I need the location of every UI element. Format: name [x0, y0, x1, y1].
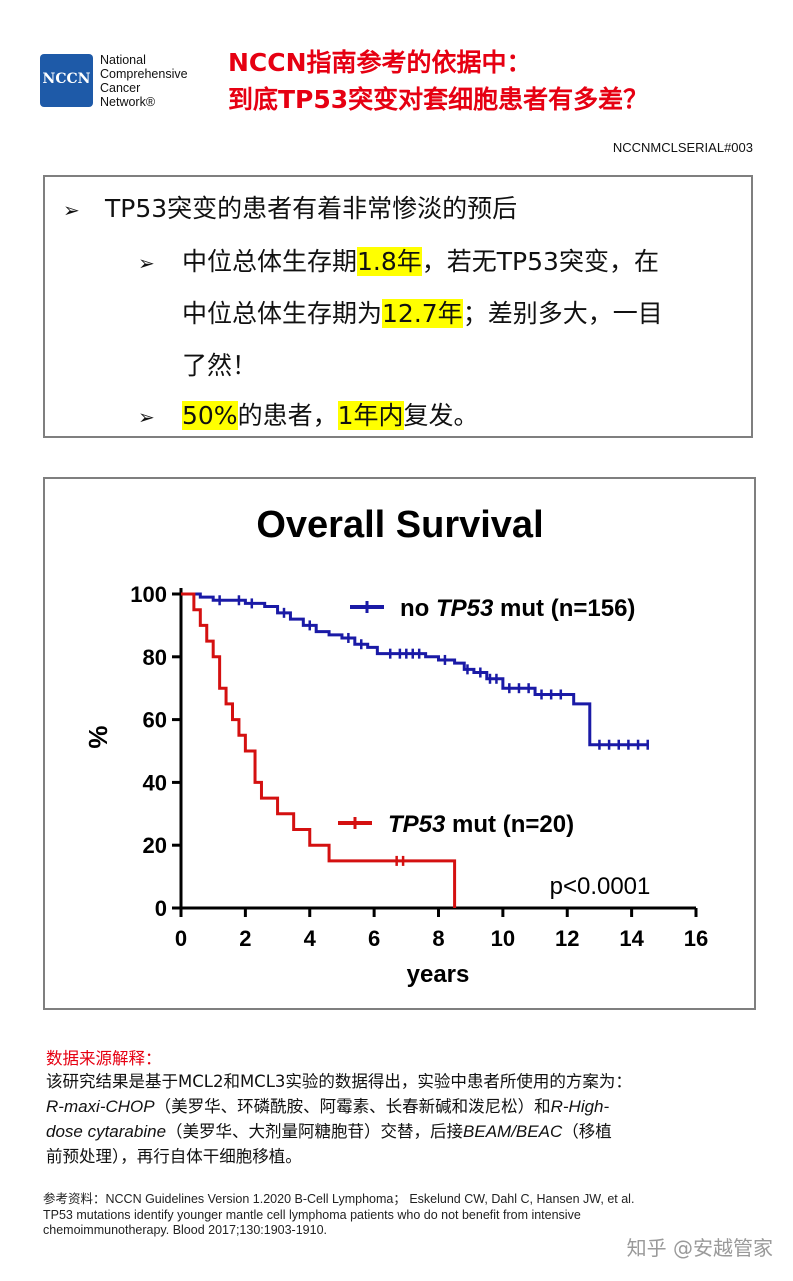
- point-3: 50%的患者，1年内复发。: [182, 401, 479, 431]
- source-line: R-maxi-CHOP（美罗华、环磷酰胺、阿霉素、长春新碱和泼尼松）和R-Hig…: [46, 1094, 766, 1119]
- logo-line: Comprehensive: [100, 67, 188, 81]
- text: 复发。: [403, 401, 479, 430]
- legend-label: no TP53 mut (n=156): [400, 595, 635, 622]
- y-tick-label: 80: [143, 645, 167, 670]
- reference-line: 参考资料：NCCN Guidelines Version 1.2020 B-Ce…: [43, 1192, 635, 1206]
- text: 中位总体生存期: [182, 247, 358, 276]
- serial-number: NCCNMCLSERIAL#003: [612, 140, 753, 155]
- x-axis-label: years: [407, 961, 470, 988]
- source-line: 前预处理），再行自体干细胞移植。: [46, 1147, 302, 1166]
- survival-curve-mut: [181, 592, 457, 908]
- point-1: TP53突变的患者有着非常惨淡的预后: [105, 194, 518, 223]
- logo-text: National Comprehensive Cancer Network®: [100, 53, 188, 109]
- x-tick-label: 16: [684, 926, 708, 951]
- nccn-logo: NCCN: [40, 54, 93, 107]
- point-2-line-2: 中位总体生存期为12.7年；差别多大，一目: [182, 299, 663, 329]
- y-tick-label: 0: [155, 896, 167, 921]
- x-tick-label: 0: [175, 926, 187, 951]
- source-title: 数据来源解释：: [46, 1049, 162, 1068]
- regimen-name: R-maxi-CHOP: [46, 1097, 155, 1116]
- logo-line: National: [100, 53, 146, 67]
- bullet-arrow-icon: ➢: [63, 198, 80, 222]
- x-tick-label: 8: [432, 926, 444, 951]
- text: （美罗华、大剂量阿糖胞苷）交替，后接: [166, 1122, 464, 1141]
- logo-abbr: NCCN: [42, 71, 91, 87]
- reference-line: TP53 mutations identify younger mantle c…: [43, 1207, 581, 1222]
- point-2-line-3: 了然！: [182, 351, 258, 380]
- plot-area: [181, 592, 649, 908]
- legend-label: TP53 mut (n=20): [388, 811, 574, 838]
- text: 的患者，: [237, 401, 338, 430]
- x-tick-label: 12: [555, 926, 579, 951]
- bullet-arrow-icon: ➢: [138, 405, 155, 429]
- highlight-one-year: 1年内: [337, 401, 404, 430]
- reference-line: chemoimmunotherapy. Blood 2017;130:1903-…: [43, 1223, 327, 1237]
- page-title: NCCN指南参考的依据中： 到底TP53突变对套细胞患者有多差？: [228, 44, 648, 118]
- point-2-line-1: 中位总体生存期1.8年，若无TP53突变，在: [182, 247, 659, 277]
- x-tick-label: 6: [368, 926, 380, 951]
- text: 中位总体生存期为: [182, 299, 383, 328]
- x-tick-label: 14: [619, 926, 644, 951]
- axes: 0 2 4 6 8 10 12 14 16 0 20 40 60 80 100: [130, 582, 708, 951]
- y-tick-label: 20: [143, 833, 167, 858]
- x-tick-label: 10: [491, 926, 515, 951]
- title-line-1: NCCN指南参考的依据中：: [228, 48, 532, 77]
- text: （美罗华、环磷酰胺、阿霉素、长春新碱和泼尼松）和: [154, 1097, 551, 1116]
- source-line: dose cytarabine（美罗华、大剂量阿糖胞苷）交替，后接BEAM/BE…: [46, 1119, 766, 1144]
- survival-curve-no-mut: [181, 592, 648, 747]
- regimen-name: dose cytarabine: [46, 1122, 167, 1141]
- p-value-annotation: p<0.0001: [550, 873, 651, 900]
- y-axis-label: %: [83, 725, 113, 748]
- key-points-box: ➢ TP53突变的患者有着非常惨淡的预后 ➢ 中位总体生存期1.8年，若无TP5…: [43, 175, 753, 438]
- text: （移植: [562, 1122, 612, 1141]
- x-tick-label: 4: [304, 926, 317, 951]
- legend: no TP53 mut (n=156) TP53 mut (n=20): [338, 595, 635, 838]
- highlight-median-os-2: 12.7年: [382, 299, 463, 328]
- watermark: 知乎 @安越管家: [626, 1236, 773, 1260]
- bullet-arrow-icon: ➢: [138, 251, 155, 275]
- chart-title: Overall Survival: [256, 504, 543, 546]
- y-tick-label: 100: [130, 582, 167, 607]
- source-body: 该研究结果是基于MCL2和MCL3实验的数据得出，实验中患者所使用的方案为： R…: [46, 1069, 766, 1169]
- y-tick-label: 60: [143, 708, 167, 733]
- y-tick-label: 40: [143, 770, 167, 795]
- highlight-percent: 50%: [182, 401, 238, 430]
- source-line: 该研究结果是基于MCL2和MCL3实验的数据得出，实验中患者所使用的方案为：: [46, 1072, 632, 1091]
- logo-line: Cancer: [100, 81, 141, 95]
- logo-line: Network®: [100, 95, 156, 109]
- text: ，若无TP53突变，在: [421, 247, 659, 276]
- title-line-2: 到底TP53突变对套细胞患者有多差？: [228, 85, 649, 114]
- survival-chart: Overall Survival 0 2 4 6 8 10 12 14 16 0 20 40 60 80 1…: [83, 504, 708, 988]
- text: ；差别多大，一目: [462, 299, 663, 328]
- highlight-median-os: 1.8年: [357, 247, 422, 276]
- references: 参考资料：NCCN Guidelines Version 1.2020 B-Ce…: [43, 1192, 763, 1239]
- x-tick-label: 2: [239, 926, 251, 951]
- regimen-name: R-High-: [550, 1097, 610, 1116]
- chart-panel: Overall Survival 0 2 4 6 8 10 12 14 16 0 20 40 60 80 1…: [43, 477, 756, 1010]
- regimen-name: BEAM/BEAC: [463, 1122, 563, 1141]
